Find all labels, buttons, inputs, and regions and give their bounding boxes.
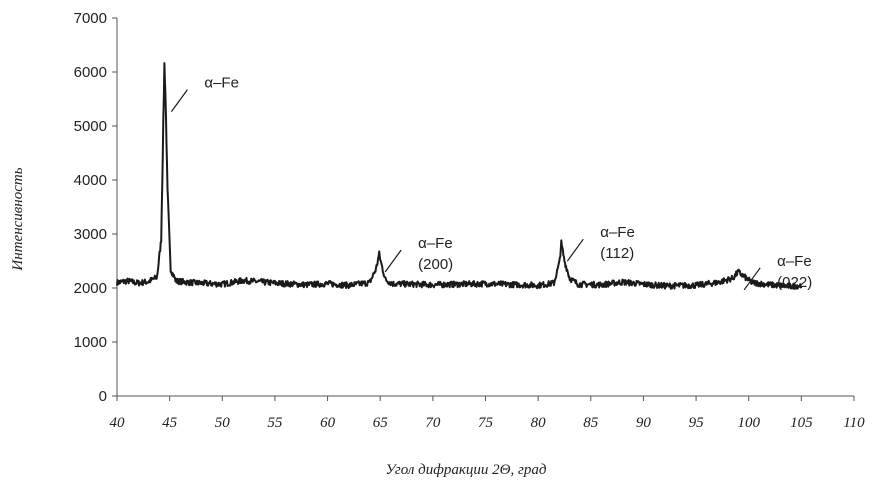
x-tick-label: 100 bbox=[737, 415, 760, 431]
x-tick-label: 60 bbox=[320, 415, 336, 431]
y-tick-label: 0 bbox=[99, 388, 107, 405]
x-tick-label: 55 bbox=[267, 415, 283, 431]
y-tick-label: 3000 bbox=[74, 226, 107, 243]
x-axis-ticks: 40 45 50 55 60 65 70 75 80 85 90 95 100 105 110 bbox=[110, 396, 865, 431]
x-tick-label: 110 bbox=[843, 415, 865, 431]
y-tick-label: 6000 bbox=[74, 64, 107, 81]
x-axis-title: Угол дифракции 2Θ, град bbox=[386, 462, 547, 478]
y-axis-ticks: 0 1000 2000 3000 4000 5000 6000 7000 bbox=[74, 10, 117, 405]
x-tick-label: 50 bbox=[215, 415, 231, 431]
x-tick-label: 65 bbox=[373, 415, 389, 431]
x-tick-label: 85 bbox=[583, 415, 599, 431]
y-tick-label: 1000 bbox=[74, 334, 107, 351]
y-tick-label: 4000 bbox=[74, 172, 107, 189]
annotation-label: (022) bbox=[777, 274, 812, 291]
x-tick-label: 80 bbox=[531, 415, 547, 431]
annotation-leader bbox=[384, 249, 402, 273]
x-tick-label: 45 bbox=[162, 415, 178, 431]
annotation-label: α–Fe bbox=[418, 235, 453, 252]
y-tick-label: 2000 bbox=[74, 280, 107, 297]
x-tick-label: 75 bbox=[478, 415, 494, 431]
x-tick-label: 70 bbox=[425, 415, 441, 431]
peak-annotations: α–Fe α–Fe (200) α–Fe (112) α–Fe (022) bbox=[170, 75, 812, 291]
x-tick-label: 105 bbox=[790, 415, 813, 431]
x-tick-label: 90 bbox=[636, 415, 652, 431]
annotation-leader bbox=[743, 267, 761, 291]
y-tick-label: 5000 bbox=[74, 118, 107, 135]
annotation-leader bbox=[170, 89, 188, 112]
x-tick-label: 40 bbox=[110, 415, 126, 431]
y-tick-label: 7000 bbox=[74, 10, 107, 27]
annotation-leader bbox=[566, 238, 584, 262]
annotation-label: α–Fe bbox=[600, 224, 635, 241]
annotation-label: α–Fe bbox=[777, 253, 812, 270]
y-axis-title: Интенсивность bbox=[10, 167, 26, 271]
annotation-label: α–Fe bbox=[204, 75, 239, 92]
diffraction-line bbox=[116, 62, 803, 290]
annotation-label: (200) bbox=[418, 256, 453, 273]
x-tick-label: 95 bbox=[689, 415, 705, 431]
annotation-label: (112) bbox=[600, 245, 634, 262]
